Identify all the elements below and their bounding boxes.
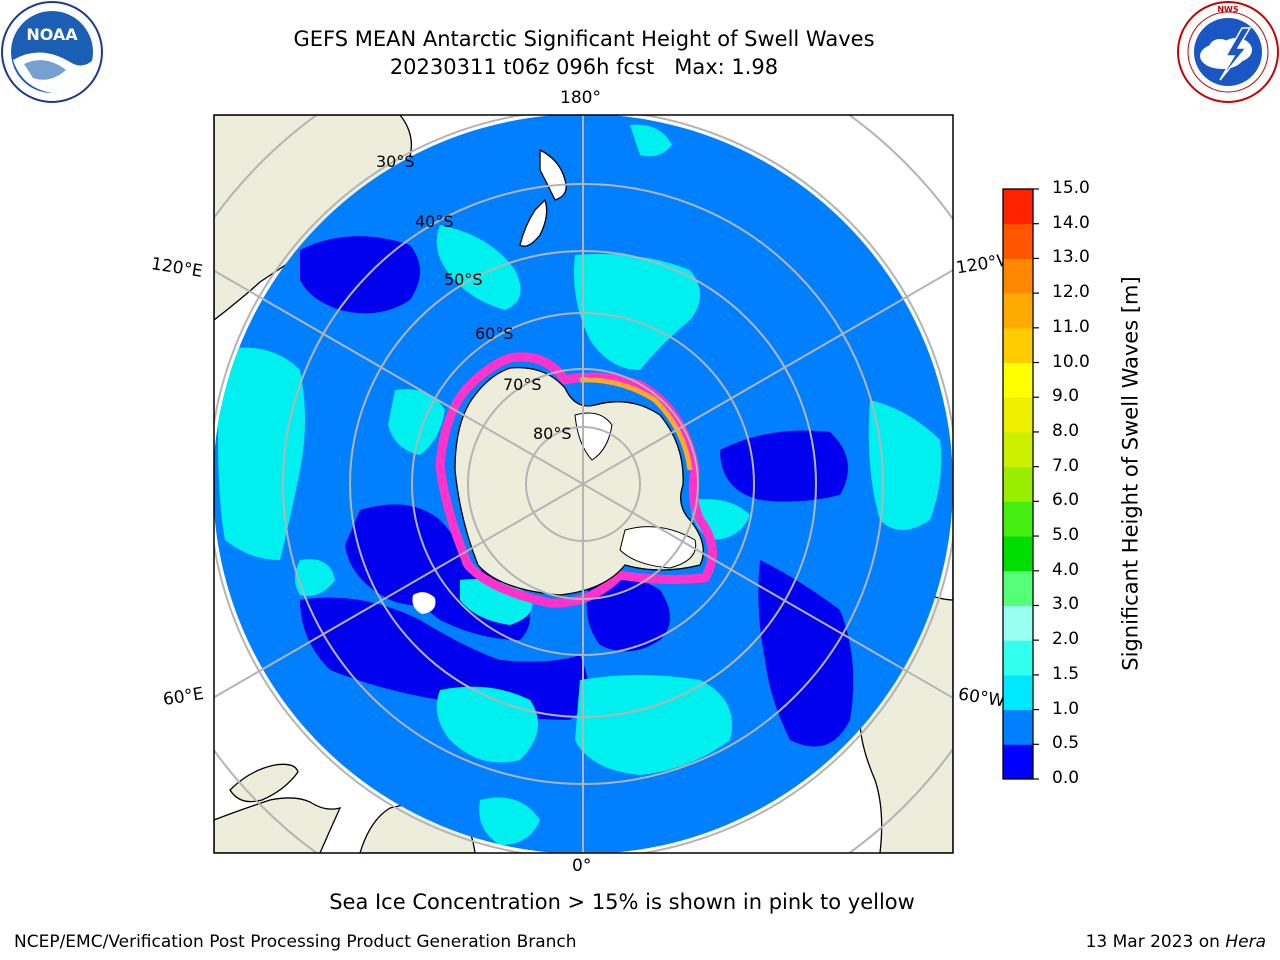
colorbar-segment: [1003, 744, 1033, 780]
colorbar-label: Significant Height of Swell Waves [m]: [1118, 276, 1143, 671]
colorbar-segment: [1003, 501, 1033, 537]
lat-label-30s: 30°S: [376, 152, 415, 171]
lat-label-80s: 80°S: [533, 424, 572, 443]
colorbar-segment: [1003, 709, 1033, 745]
credit-date-text: 13 Mar 2023 on: [1085, 932, 1226, 952]
colorbar-tick-label: 8.0: [1052, 420, 1080, 441]
longitude-gridlines: [214, 115, 953, 853]
colorbar-segment: [1003, 189, 1033, 225]
colorbar-tick-label: 10.0: [1052, 351, 1090, 372]
lat-label-40s: 40°S: [415, 212, 454, 231]
noaa-logo-text: NOAA: [26, 25, 78, 44]
sea-ice-caption-text: Sea Ice Concentration > 15% is shown in …: [329, 890, 915, 914]
credit-date: 13 Mar 2023 on Hera: [1086, 932, 1266, 952]
colorbar-tick-label: 1.0: [1052, 698, 1080, 719]
noaa-logo: NOAA: [1, 1, 103, 103]
colorbar-tick-label: 2.0: [1052, 629, 1080, 650]
colorbar-tick-label: 6.0: [1052, 490, 1080, 511]
colorbar-tick-label: 1.5: [1052, 663, 1080, 684]
chart-subtitle: 20230311 t06z 096h fcst Max: 1.98: [389, 55, 779, 79]
colorbar-segment: [1003, 570, 1033, 606]
colorbar-frame: [1002, 188, 1034, 780]
new-zealand: [519, 148, 567, 247]
lon-label-180: 180°: [560, 88, 601, 108]
map-frame: [213, 114, 954, 854]
swell-high-regions: [217, 124, 942, 845]
colorbar-segment: [1003, 223, 1033, 259]
lat-label-50s: 50°S: [444, 270, 483, 289]
lon-label-0: 0°: [572, 856, 592, 876]
credit-host: Hera: [1225, 932, 1266, 952]
colorbar-tick-label: 11.0: [1052, 316, 1090, 337]
colorbar-tick-label: 0.0: [1052, 768, 1080, 788]
colorbar-segment: [1003, 293, 1033, 329]
colorbar-tick-label: 9.0: [1052, 386, 1080, 407]
colorbar-segment: [1003, 362, 1033, 398]
svg-text:NWS: NWS: [1217, 5, 1239, 14]
colorbar-tick-label: 5.0: [1052, 525, 1080, 546]
colorbar-tick-label: 0.5: [1052, 733, 1080, 754]
colorbar-tick-label: 3.0: [1052, 594, 1080, 615]
credit-branch: NCEP/EMC/Verification Post Processing Pr…: [14, 932, 577, 952]
colorbar-segment: [1003, 431, 1033, 468]
colorbar-tick-label: 7.0: [1052, 455, 1080, 476]
colorbar-segment: [1003, 258, 1033, 294]
colorbar-segment: [1003, 674, 1033, 711]
colorbar-segment: [1003, 466, 1033, 502]
colorbar-tick-label: 4.0: [1052, 559, 1080, 580]
sea-ice-caption: Sea Ice Concentration > 15% is shown in …: [0, 890, 1280, 914]
colorbar-tick-label: 12.0: [1052, 282, 1090, 303]
colorbar-tick-label: 15.0: [1052, 178, 1090, 198]
chart-title: GEFS MEAN Antarctic Significant Height o…: [293, 27, 875, 51]
colorbar-segment: [1003, 397, 1033, 433]
nws-logo: NWS: [1177, 1, 1279, 103]
colorbar-tick-label: 14.0: [1052, 212, 1090, 233]
colorbar-segment: [1003, 640, 1033, 676]
colorbar-segment: [1003, 327, 1033, 364]
colorbar-segment: [1003, 605, 1033, 641]
lat-label-60s: 60°S: [475, 324, 514, 343]
lat-label-70s: 70°S: [503, 375, 542, 394]
colorbar-tick-label: 13.0: [1052, 247, 1090, 268]
colorbar-segment: [1003, 536, 1033, 572]
